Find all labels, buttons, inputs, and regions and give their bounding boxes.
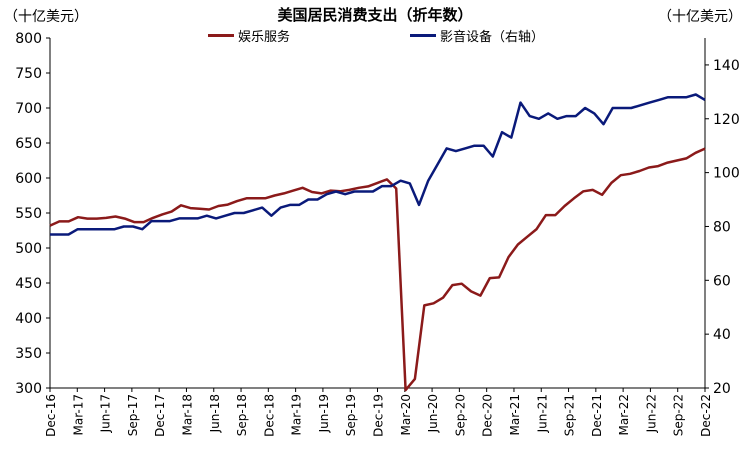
x-axis-tick-label: Jun-19	[317, 394, 331, 433]
left-axis-tick-label: 700	[15, 101, 42, 117]
right-axis-tick-label: 40	[713, 327, 731, 343]
legend-item-av-equipment: 影音设备（右轴）	[410, 26, 544, 45]
legend-item-entertainment: 娱乐服务	[208, 26, 290, 45]
right-axis-tick-label: 120	[713, 112, 740, 128]
left-axis-tick-label: 800	[15, 31, 42, 47]
x-axis-tick-label: Jun-18	[208, 394, 222, 433]
legend-swatch-av-equipment	[410, 34, 436, 37]
left-axis-tick-label: 350	[15, 346, 42, 362]
x-axis-tick-label: Sep-22	[672, 394, 686, 436]
right-axis-unit: （十亿美元）	[658, 9, 742, 25]
x-axis-tick-label: Sep-19	[344, 394, 358, 436]
right-axis-tick-label: 60	[713, 273, 731, 289]
x-axis-tick-label: Mar-17	[71, 394, 85, 435]
right-axis-tick-label: 140	[713, 58, 740, 74]
series-line-entertainment	[49, 147, 706, 392]
left-axis-tick-label: 450	[15, 276, 42, 292]
right-axis-tick-label: 100	[713, 166, 740, 182]
x-axis-tick-label: Dec-22	[699, 394, 713, 437]
left-axis-unit: （十亿美元）	[4, 9, 88, 25]
legend-swatch-entertainment	[208, 34, 234, 37]
x-axis-tick-label: Dec-16	[44, 394, 58, 437]
left-axis-tick-label: 400	[15, 311, 42, 327]
x-axis-tick-label: Sep-21	[563, 394, 577, 436]
x-axis-tick-label: Dec-17	[153, 394, 167, 437]
x-axis-tick-label: Jun-21	[535, 394, 549, 433]
x-axis-tick-label: Sep-17	[126, 394, 140, 436]
x-axis-tick-label: Jun-17	[99, 394, 113, 433]
right-axis-tick-label: 80	[713, 219, 731, 235]
x-axis-tick-label: Jun-22	[644, 394, 658, 433]
right-axis-tick-label: 20	[713, 381, 731, 397]
x-axis-tick-label: Dec-20	[481, 394, 495, 437]
legend-label-entertainment: 娱乐服务	[238, 30, 291, 45]
series-line-av-equipment	[50, 93, 706, 236]
left-axis-tick-label: 300	[15, 381, 42, 397]
x-axis-tick-label: Dec-18	[262, 394, 276, 437]
x-axis-tick-label: Mar-20	[399, 394, 413, 435]
x-axis-tick-label: Sep-20	[453, 394, 467, 436]
legend-label-av-equipment: 影音设备（右轴）	[440, 30, 545, 45]
left-axis-tick-label: 650	[15, 136, 42, 152]
left-axis-tick-label: 750	[15, 66, 42, 82]
x-axis-tick-label: Dec-19	[372, 394, 386, 437]
x-axis-tick-label: Sep-18	[235, 394, 249, 436]
x-axis-tick-label: Mar-19	[290, 394, 304, 435]
x-axis-tick-label: Dec-21	[590, 394, 604, 437]
chart-title: 美国居民消费支出（折年数）	[277, 6, 473, 24]
x-axis-tick-label: Mar-22	[617, 394, 631, 435]
left-axis-tick-label: 550	[15, 206, 42, 222]
x-axis-tick-label: Mar-18	[180, 394, 194, 435]
x-axis-tick-label: Jun-20	[426, 394, 440, 433]
x-axis-tick-label: Mar-21	[508, 394, 522, 435]
left-axis-tick-label: 500	[15, 241, 42, 257]
left-axis-tick-label: 600	[15, 171, 42, 187]
